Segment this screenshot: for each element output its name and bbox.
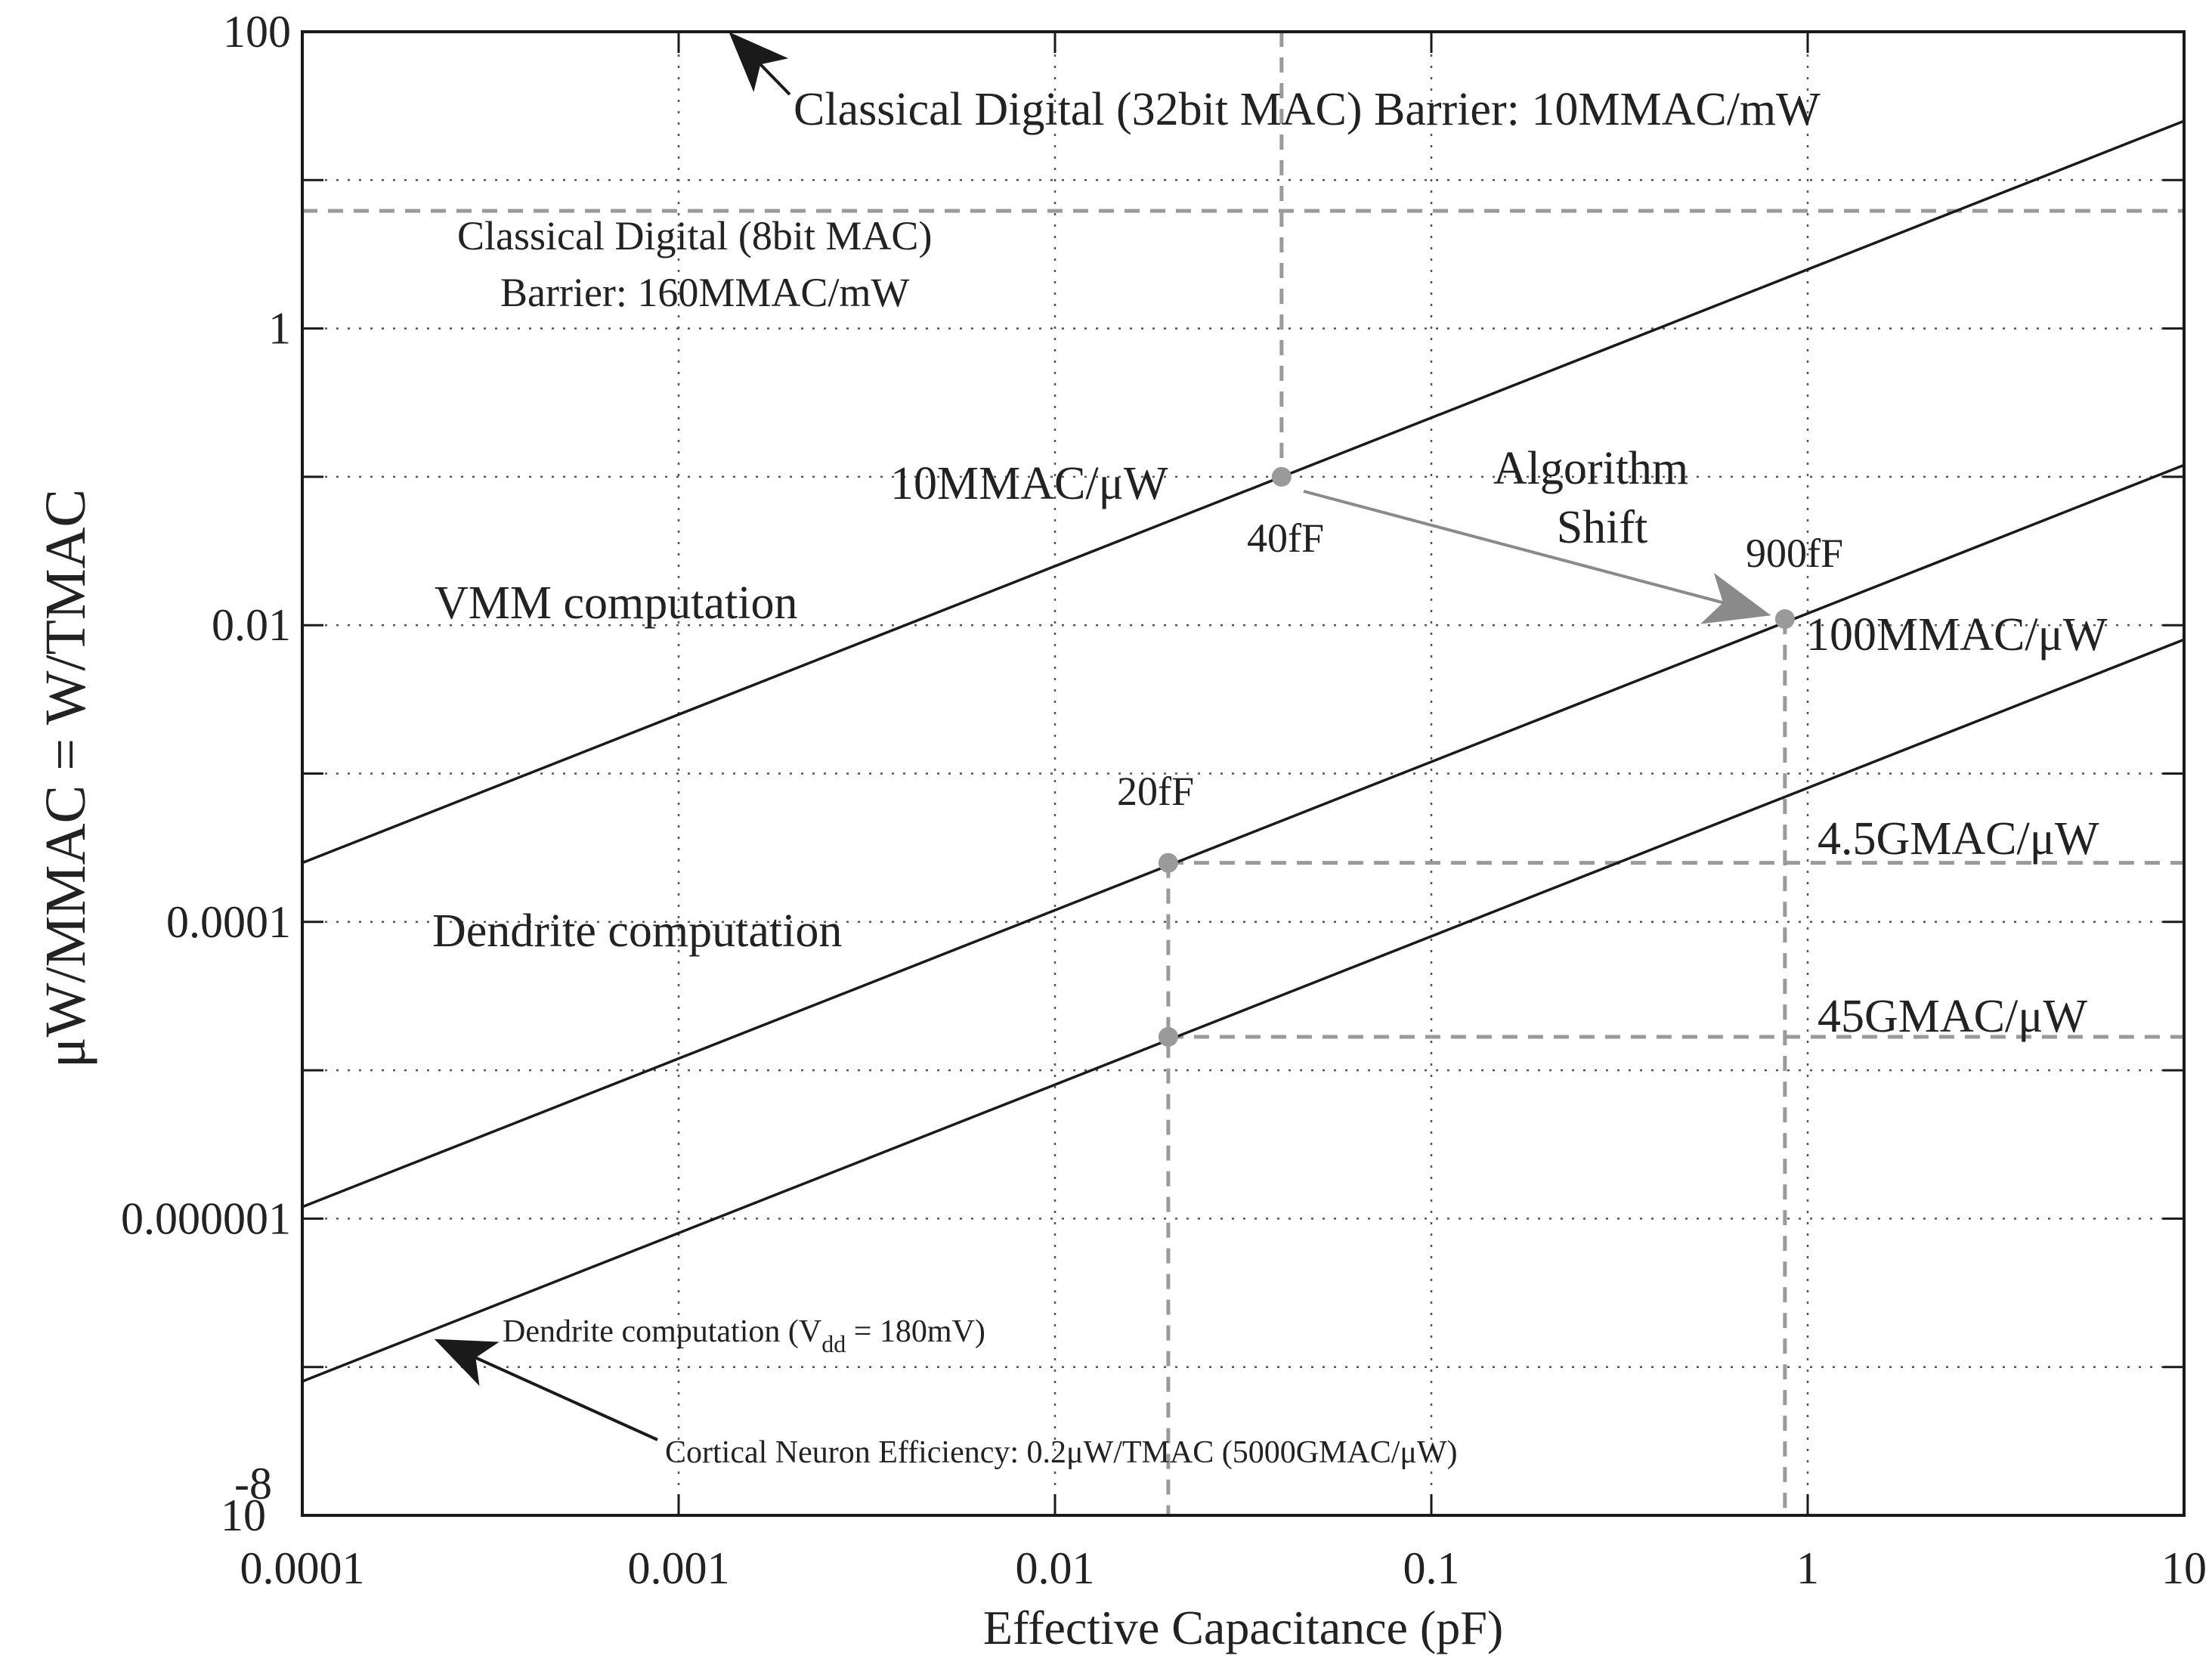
series-line [302,463,2185,1209]
label-20ff: 20fF [1117,769,1194,814]
y-tick-label: 0.000001 [121,1193,291,1243]
x-tick-label: 0.1 [1403,1543,1460,1593]
label-4-5gmac: 4.5GMAC/μW [1818,813,2099,865]
x-tick-label: 0.001 [628,1543,730,1593]
annotation-algorithm-line1: Algorithm [1493,443,1688,494]
x-tick-label: 0.01 [1016,1543,1095,1593]
annotation-classical-8bit-line2: Barrier: 160MMAC/mW [500,270,909,315]
label-dendrite-lowv-subscript: dd [821,1330,846,1357]
marker-points [1158,466,1795,1047]
y-tick-label: 1 [268,304,291,354]
label-40ff: 40fF [1247,515,1324,561]
data-point [1158,853,1178,873]
label-45gmac: 45GMAC/μW [1818,991,2087,1042]
y-tick-label: 10 [221,1490,266,1540]
label-dendrite-lowv-suffix: = 180mV) [846,1314,985,1349]
reference-lines [302,32,2184,1515]
arrow-classical-32bit [729,32,791,96]
y-tick-label: 0.0001 [166,897,291,947]
series-line [302,119,2185,865]
label-100mmac: 100MMAC/μW [1806,609,2108,661]
y-axis-label: μW/MMAC = W/TMAC [34,489,97,1068]
annotation-classical-32bit: Classical Digital (32bit MAC) Barrier: 1… [794,84,1821,135]
data-point [1774,609,1795,630]
x-axis-label: Effective Capacitance (pF) [983,1601,1503,1654]
label-vmm-computation: VMM computation [435,577,797,629]
arrow-cortical-neuron [434,1338,658,1441]
x-tick-label: 10 [2161,1543,2207,1593]
arrow-algorithm-shift [1303,490,1771,624]
label-dendrite-computation: Dendrite computation [432,905,842,957]
series-lines [302,119,2185,1383]
y-tick-label: 100 [223,7,291,57]
grid [302,32,2184,1515]
data-point [1271,466,1292,487]
annotation-arrows [434,32,1771,1441]
label-900ff: 900fF [1746,531,1843,576]
label-dendrite-lowv: Dendrite computation (Vdd = 180mV) [503,1314,985,1357]
data-point [1158,1026,1178,1047]
annotation-classical-8bit-line1: Classical Digital (8bit MAC) [457,213,932,258]
label-10mmac: 10MMAC/μW [890,458,1168,509]
plot-frame [301,30,2186,1517]
label-cortical-neuron: Cortical Neuron Efficiency: 0.2μW/TMAC (… [665,1435,1458,1470]
y-tick-label-exponent: -8 [234,1459,272,1509]
series-line [302,638,2185,1383]
x-tick-label: 0.0001 [240,1543,365,1593]
y-tick-label: 0.01 [212,600,291,650]
label-dendrite-lowv-prefix: Dendrite computation (V [503,1314,821,1349]
annotation-algorithm-line2: Shift [1557,502,1648,553]
x-tick-label: 1 [1796,1543,1819,1593]
